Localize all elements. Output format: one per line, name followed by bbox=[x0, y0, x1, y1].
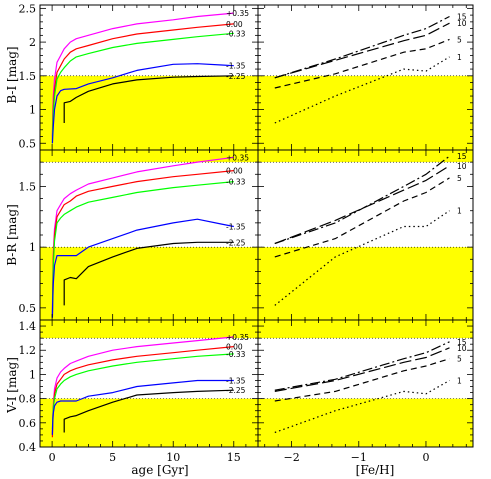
br-ylabel: B-R [mag] bbox=[5, 204, 19, 266]
age-xlabel: age [Gyr] bbox=[131, 463, 188, 477]
series-label-5: 5 bbox=[457, 355, 462, 364]
series-label-1: 1 bbox=[457, 207, 462, 216]
axes-layer: +0.350.00-0.33-1.35-2.250.511.522.515105… bbox=[19, 2, 474, 464]
panel-3: +0.35 0.00 -0.33 -1.35 -2.25 0.5 1 1.5 bbox=[19, 149, 259, 321]
panel-frame bbox=[257, 319, 474, 448]
y-tick-label: 1 bbox=[29, 241, 36, 254]
series-line-15 bbox=[274, 155, 450, 245]
series-label-5: 5 bbox=[457, 35, 462, 44]
series-line-1 bbox=[274, 56, 450, 124]
series-line-10 bbox=[274, 22, 450, 79]
series-label-1: 1 bbox=[457, 53, 462, 62]
series-line-15 bbox=[274, 15, 450, 79]
series-line--1.35 bbox=[51, 63, 234, 144]
panel-5: +0.350.00-0.33 -1.35-2.25 0 5 10 15 0.4 0.6 0.8 1… bbox=[19, 319, 259, 464]
yellow-band bbox=[258, 247, 473, 320]
series-line-5 bbox=[274, 358, 450, 402]
y-tick-label: 1.5 bbox=[19, 180, 37, 193]
yellow-band bbox=[40, 75, 258, 150]
y-tick-label: 1 bbox=[29, 368, 36, 381]
series-line-+0.35 bbox=[51, 12, 234, 137]
series-line-15 bbox=[274, 341, 450, 391]
series-label--2.25: -2.25 bbox=[226, 386, 246, 395]
x-tick-label: 0 bbox=[422, 451, 429, 464]
series-label-+0.35: +0.35 bbox=[226, 333, 249, 342]
vi-ylabel: V-I [mag] bbox=[5, 357, 19, 414]
yellow-band bbox=[258, 398, 473, 447]
yellow-band-top bbox=[258, 150, 473, 163]
series-label--1.35: -1.35 bbox=[226, 223, 246, 232]
y-tick-label: 2 bbox=[29, 36, 36, 49]
series-line--0.33 bbox=[51, 353, 234, 429]
series-label-10: 10 bbox=[457, 19, 467, 28]
y-tick-label: 0.5 bbox=[19, 137, 37, 150]
series-line--0.33 bbox=[51, 32, 234, 144]
series-label-0.00: 0.00 bbox=[226, 20, 243, 29]
series-line-10 bbox=[274, 347, 450, 392]
panel-1: +0.35 0.00-0.33 -1.35-2.25 0.5 1 1.5 2 2.5 bbox=[19, 2, 259, 151]
series-label-15: 15 bbox=[457, 12, 467, 21]
series-line--2.25 bbox=[63, 241, 234, 306]
y-tick-label: 0.4 bbox=[19, 441, 37, 454]
series-label-0.00: 0.00 bbox=[226, 167, 243, 176]
series-line-10 bbox=[274, 165, 450, 245]
feh-xlabel: [Fe/H] bbox=[356, 463, 395, 477]
series-label--1.35: -1.35 bbox=[226, 62, 246, 71]
series-label-15: 15 bbox=[457, 338, 467, 347]
y-tick-label: 0.6 bbox=[19, 417, 37, 430]
x-tick-label: 0 bbox=[49, 451, 56, 464]
series-line--2.25 bbox=[63, 75, 234, 123]
yellow-band-top bbox=[40, 150, 258, 163]
yellow-band-top bbox=[258, 320, 473, 339]
y-tick-label: 0.8 bbox=[19, 393, 37, 406]
yellow-band-top bbox=[40, 320, 258, 339]
series-label-10: 10 bbox=[457, 162, 467, 171]
series-label--2.25: -2.25 bbox=[226, 72, 246, 81]
series-line-5 bbox=[274, 38, 450, 89]
series-line--1.35 bbox=[51, 379, 234, 435]
series-label-+0.35: +0.35 bbox=[226, 153, 249, 162]
x-tick-label: −2 bbox=[283, 451, 299, 464]
x-tick-label: −1 bbox=[351, 451, 367, 464]
y-tick-label: 1.2 bbox=[19, 344, 37, 357]
series-label-15: 15 bbox=[457, 152, 467, 161]
series-line--0.33 bbox=[51, 181, 234, 318]
series-line--2.25 bbox=[63, 389, 234, 433]
series-label-10: 10 bbox=[457, 344, 467, 353]
x-tick-label: 10 bbox=[166, 451, 180, 464]
y-tick-label: 2.5 bbox=[19, 2, 37, 15]
x-tick-label: 5 bbox=[109, 451, 116, 464]
series-line-5 bbox=[274, 177, 450, 258]
bi-ylabel: B-I [mag] bbox=[5, 46, 19, 103]
series-label-0.00: 0.00 bbox=[226, 343, 243, 352]
series-label--0.33: -0.33 bbox=[226, 350, 246, 359]
y-tick-label: 1.4 bbox=[19, 320, 37, 333]
series-label--0.33: -0.33 bbox=[226, 178, 246, 187]
y-tick-label: 1.5 bbox=[19, 70, 37, 83]
series-line-1 bbox=[274, 379, 450, 434]
series-line--1.35 bbox=[51, 218, 234, 318]
x-tick-label: 15 bbox=[227, 451, 241, 464]
series-label-1: 1 bbox=[457, 376, 462, 385]
yellow-band bbox=[258, 75, 473, 150]
series-label-+0.35: +0.35 bbox=[226, 9, 249, 18]
series-label-5: 5 bbox=[457, 174, 462, 183]
series-label--0.33: -0.33 bbox=[226, 29, 246, 38]
series-label--2.25: -2.25 bbox=[226, 238, 246, 247]
y-tick-label: 1 bbox=[29, 104, 36, 117]
yellow-band bbox=[40, 398, 258, 447]
y-tick-label: 0.5 bbox=[19, 302, 37, 315]
yellow-band bbox=[40, 247, 258, 320]
series-label--1.35: -1.35 bbox=[226, 376, 246, 385]
